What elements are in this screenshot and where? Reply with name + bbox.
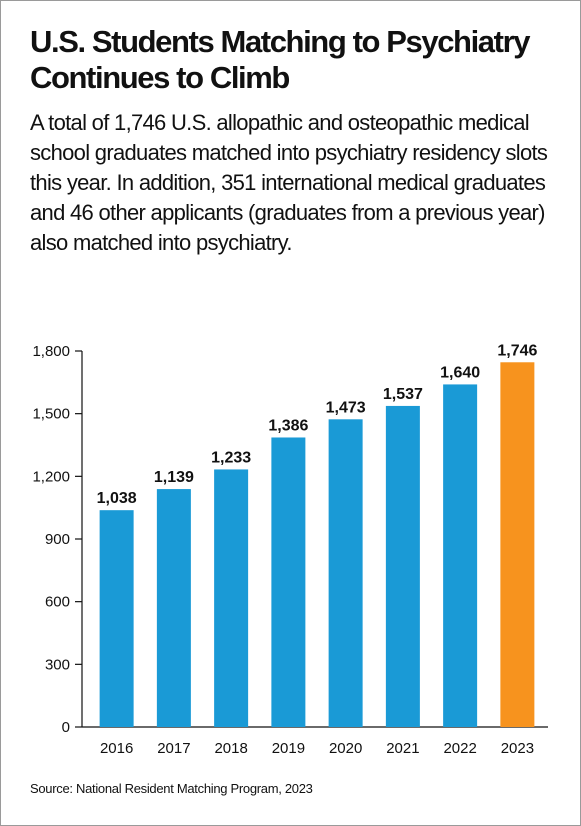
bar-2018 xyxy=(214,469,249,727)
data-label-2016: 1,038 xyxy=(97,490,137,507)
x-tick-label-2022: 2022 xyxy=(443,740,476,757)
data-label-2018: 1,233 xyxy=(211,449,251,466)
bar-chart: 0 300 600 900 1,200 1,500 1,800 1,038 2016 1,139 2… xyxy=(32,342,548,757)
data-label-2023: 1,746 xyxy=(497,342,537,359)
x-tick-label-2020: 2020 xyxy=(329,740,362,757)
source-note: Source: National Resident Matching Progr… xyxy=(30,781,313,796)
y-tick-label: 1,200 xyxy=(32,468,70,485)
data-label-2020: 1,473 xyxy=(326,399,366,416)
bar-2021 xyxy=(385,405,420,727)
x-tick-label-2023: 2023 xyxy=(501,740,534,757)
data-label-2017: 1,139 xyxy=(154,469,194,486)
bar-2023 xyxy=(500,362,535,727)
x-tick-label-2021: 2021 xyxy=(386,740,419,757)
y-tick-label: 0 xyxy=(62,719,70,736)
x-tick-label-2019: 2019 xyxy=(272,740,305,757)
y-tick-label: 300 xyxy=(45,656,70,673)
data-label-2022: 1,640 xyxy=(440,364,480,381)
x-tick-label-2017: 2017 xyxy=(157,740,190,757)
bar-2017 xyxy=(156,489,191,727)
y-tick-label: 600 xyxy=(45,594,70,611)
data-label-2021: 1,537 xyxy=(383,386,423,403)
bar-2022 xyxy=(443,384,478,727)
y-tick-label: 900 xyxy=(45,531,70,548)
bar-2020 xyxy=(328,419,363,727)
x-tick-label-2018: 2018 xyxy=(214,740,247,757)
chart-title: U.S. Students Matching to Psychiatry Con… xyxy=(30,24,530,95)
bar-2019 xyxy=(271,437,306,727)
chart-description: A total of 1,746 U.S. allopathic and ost… xyxy=(30,110,548,255)
bar-2016 xyxy=(99,510,134,727)
x-tick-label-2016: 2016 xyxy=(100,740,133,757)
y-tick-label: 1,800 xyxy=(32,343,70,360)
y-tick-label: 1,500 xyxy=(32,406,70,423)
data-label-2019: 1,386 xyxy=(268,417,308,434)
